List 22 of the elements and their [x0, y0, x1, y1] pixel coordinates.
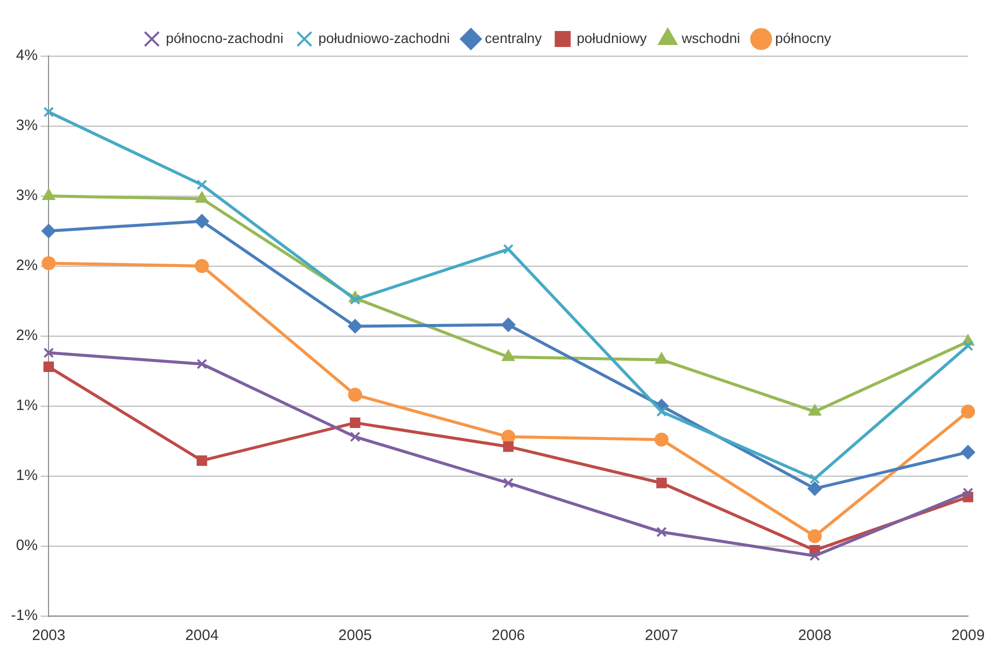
- y-tick-label: 3%: [16, 117, 38, 134]
- legend-label: północny: [775, 30, 832, 46]
- y-tick-label: 2%: [16, 327, 38, 344]
- legend-label: wschodni: [680, 30, 740, 46]
- legend-label: północno-zachodni: [166, 30, 284, 46]
- y-tick-label: 1%: [16, 467, 38, 484]
- legend-label: centralny: [484, 30, 542, 46]
- x-tick-label: 2009: [951, 627, 985, 644]
- legend-label: południowo-zachodni: [318, 30, 450, 46]
- y-tick-label: 1%: [16, 397, 38, 414]
- x-tick-label: 2006: [492, 627, 526, 644]
- y-tick-label: -1%: [10, 607, 38, 624]
- y-tick-label: 3%: [16, 187, 38, 204]
- y-tick-label: 2%: [16, 257, 38, 274]
- legend-label: południowy: [576, 30, 647, 46]
- x-tick-label: 2004: [185, 627, 219, 644]
- x-tick-label: 2008: [798, 627, 832, 644]
- y-tick-label: 4%: [16, 47, 38, 64]
- x-tick-label: 2003: [32, 627, 66, 644]
- x-tick-label: 2007: [644, 627, 678, 644]
- y-tick-label: 0%: [16, 537, 38, 554]
- x-tick-label: 2005: [338, 627, 372, 644]
